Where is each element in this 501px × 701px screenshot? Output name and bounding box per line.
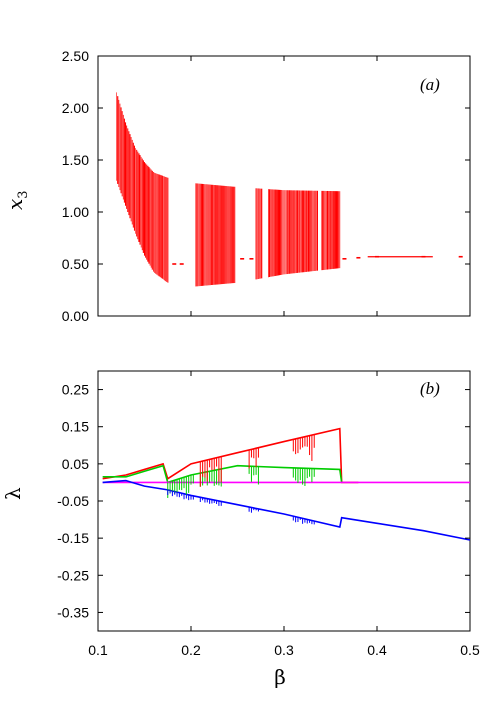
panel-a-data [116,92,463,287]
y-tick-label: 0.00 [62,308,89,324]
panel-a: 0.00 0.50 1.00 1.50 2.00 2.50 (a) x3 [3,48,471,324]
y-tick-label: -0.25 [57,567,89,583]
y-tick-label: 0.50 [62,256,89,272]
y-tick-label: -0.15 [57,530,89,546]
fixed-point-marker [172,263,177,265]
y-tick-label: 0.25 [62,382,89,398]
panel-b-x-axis-label: β [274,665,286,689]
y-tick-label: 0.05 [62,456,89,472]
lyapunov-series-0 [102,427,359,484]
fixed-point-marker [342,258,347,260]
panel-b-data [102,427,471,541]
lyapunov-series-1 [102,464,343,484]
y-tick-label: 2.50 [62,48,89,64]
x-tick-label: 0.1 [88,642,108,658]
fixed-point-marker [240,258,245,260]
y-tick-label: 0.15 [62,419,89,435]
fixed-point-marker [249,258,254,260]
panel-b-y-axis-label: λ [1,487,25,500]
x-tick-label: 0.4 [367,642,387,658]
panel-a-label: (a) [420,75,440,94]
panel-b-ticks: 0.25 0.15 0.05 -0.05 -0.15 -0.25 -0.35 0.1 0.2 0.… [57,371,480,658]
x-tick-label: 0.5 [460,642,480,658]
panel-a-ticks: 0.00 0.50 1.00 1.50 2.00 2.50 [62,48,471,324]
y-tick-label: -0.05 [57,493,89,509]
panel-b-label: (b) [420,379,440,398]
fixed-point-marker [458,255,463,258]
fixed-point-marker [179,263,184,265]
fixed-point-marker [356,256,361,259]
panel-a-y-axis-label: x3 [3,190,31,210]
x-tick-label: 0.3 [274,642,294,658]
panel-b: 0.25 0.15 0.05 -0.05 -0.15 -0.25 -0.35 0.1 0.2 0.… [1,370,480,689]
y-tick-label: -0.35 [57,604,89,620]
x-tick-label: 0.2 [181,642,201,658]
lyapunov-series-3 [102,479,471,541]
y-tick-label: 1.00 [62,204,89,220]
panel-b-frame [97,370,471,632]
y-tick-label: 2.00 [62,100,89,116]
y-tick-label: 1.50 [62,152,89,168]
